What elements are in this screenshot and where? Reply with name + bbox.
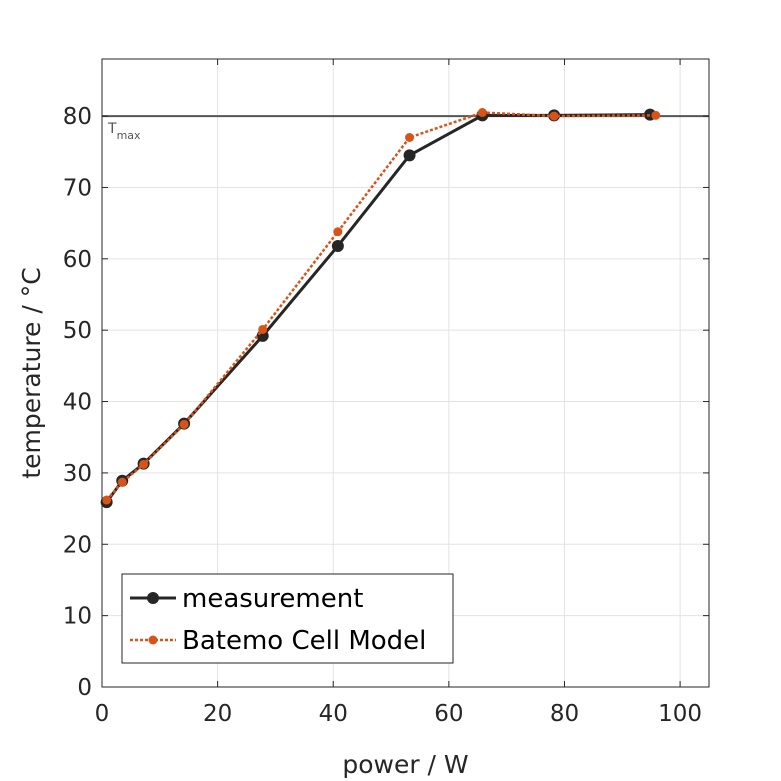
- y-tick-label: 10: [63, 604, 92, 630]
- data-point: [331, 239, 344, 252]
- legend-swatch-marker: [148, 635, 158, 645]
- tmax-label-main: T: [107, 121, 117, 137]
- y-tick-label: 0: [77, 675, 92, 701]
- legend-item: Batemo Cell Model: [130, 626, 426, 656]
- x-tick-label: 60: [434, 701, 463, 727]
- y-tick-label: 30: [63, 461, 92, 487]
- legend-box: [121, 573, 454, 664]
- data-point: [139, 459, 149, 469]
- x-tick-label: 100: [658, 701, 702, 727]
- x-tick-label: 40: [319, 701, 348, 727]
- data-point: [258, 324, 268, 334]
- y-tick-label: 50: [63, 318, 92, 344]
- legend-label: Batemo Cell Model: [182, 626, 426, 656]
- y-tick-label: 40: [63, 390, 92, 416]
- y-tick-label: 70: [63, 175, 92, 201]
- y-tick-label: 60: [63, 247, 92, 273]
- tmax-label: Tmax: [107, 121, 141, 142]
- legend-swatch-marker: [147, 592, 159, 604]
- data-point: [549, 111, 559, 121]
- series-batemo-cell-model: [102, 108, 661, 505]
- legend-items: measurement Batemo Cell Model: [130, 584, 426, 656]
- data-point: [102, 495, 112, 505]
- tmax-label-sub: max: [117, 129, 141, 142]
- series-measurement: [100, 108, 657, 509]
- data-point: [651, 110, 661, 120]
- data-point: [477, 108, 487, 118]
- y-axis-label: temperature / °C: [17, 267, 46, 478]
- series-layer: [100, 108, 661, 509]
- x-tick-label: 80: [550, 701, 579, 727]
- x-axis-label: power / W: [342, 750, 468, 779]
- x-tick-label: 20: [203, 701, 232, 727]
- x-tick-label: 0: [95, 701, 110, 727]
- data-point: [117, 477, 127, 487]
- plot-frame: [101, 58, 710, 688]
- data-point: [179, 419, 189, 429]
- series-line: [105, 111, 656, 501]
- axis-ticks: 0 20 40 60 80 100 0 10 20 30 40 50 60 70 80: [63, 59, 709, 727]
- y-tick-label: 20: [63, 532, 92, 558]
- legend: measurement Batemo Cell Model: [121, 573, 454, 664]
- legend-label: measurement: [182, 584, 363, 614]
- y-tick-label: 80: [63, 104, 92, 130]
- legend-item: measurement: [130, 584, 363, 614]
- data-point: [405, 133, 415, 142]
- data-point: [333, 227, 343, 237]
- series-line: [105, 113, 651, 504]
- data-point: [403, 149, 416, 162]
